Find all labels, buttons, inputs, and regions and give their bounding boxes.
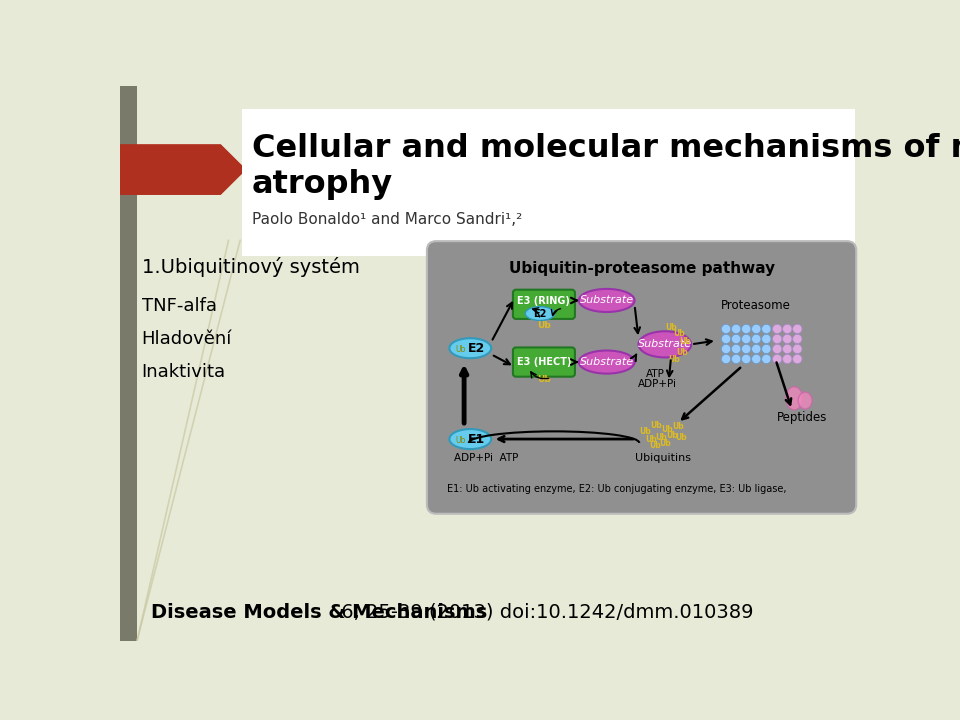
Circle shape (761, 334, 771, 343)
Text: Inaktivita: Inaktivita (142, 363, 226, 381)
Circle shape (721, 354, 731, 364)
Text: Ub: Ub (455, 345, 466, 354)
Circle shape (761, 344, 771, 354)
Circle shape (782, 354, 792, 364)
Text: Ub: Ub (679, 337, 691, 346)
Text: Ub: Ub (455, 436, 466, 445)
Circle shape (793, 354, 802, 364)
Circle shape (741, 324, 751, 333)
Text: Ub: Ub (649, 441, 660, 451)
Circle shape (761, 354, 771, 364)
Circle shape (752, 324, 761, 333)
FancyBboxPatch shape (513, 289, 575, 319)
Text: E3 (RING): E3 (RING) (517, 296, 570, 306)
Text: Peptides: Peptides (777, 411, 828, 424)
Text: Paolo Bonaldo¹ and Marco Sandri¹,²: Paolo Bonaldo¹ and Marco Sandri¹,² (252, 212, 522, 227)
Text: Ub: Ub (666, 431, 678, 441)
Circle shape (752, 344, 761, 354)
Text: Ub: Ub (659, 439, 671, 448)
Text: Ubiquitin-proteasome pathway: Ubiquitin-proteasome pathway (509, 261, 775, 276)
Ellipse shape (798, 392, 812, 409)
Circle shape (732, 324, 741, 333)
FancyBboxPatch shape (427, 241, 856, 514)
Text: Ub: Ub (675, 433, 687, 442)
Text: Ub: Ub (537, 321, 551, 330)
Circle shape (741, 354, 751, 364)
Circle shape (721, 324, 731, 333)
Circle shape (773, 324, 781, 333)
Circle shape (782, 334, 792, 343)
Text: Ub: Ub (676, 348, 687, 356)
Text: Ub: Ub (645, 435, 657, 444)
Text: Proteasome: Proteasome (721, 300, 790, 312)
FancyBboxPatch shape (513, 348, 575, 377)
Text: Ub: Ub (665, 323, 677, 332)
Circle shape (793, 334, 802, 343)
Ellipse shape (525, 307, 555, 320)
Circle shape (773, 334, 781, 343)
Text: Ub: Ub (639, 427, 651, 436)
Circle shape (782, 324, 792, 333)
Text: ADP+Pi: ADP+Pi (637, 379, 677, 390)
Circle shape (752, 354, 761, 364)
Ellipse shape (449, 338, 492, 359)
Polygon shape (120, 144, 247, 195)
Circle shape (721, 344, 731, 354)
Circle shape (752, 334, 761, 343)
Circle shape (761, 324, 771, 333)
Ellipse shape (785, 387, 803, 410)
Text: Ub: Ub (673, 329, 684, 338)
Text: Substrate: Substrate (580, 295, 634, 305)
Text: E1: E1 (468, 433, 485, 446)
Circle shape (732, 354, 741, 364)
Text: TNF-alfa: TNF-alfa (142, 297, 217, 315)
Text: Disease Models & Mechanisms: Disease Models & Mechanisms (151, 603, 488, 622)
Text: ADP+Pi  ATP: ADP+Pi ATP (454, 454, 518, 463)
Circle shape (721, 334, 731, 343)
Text: E3 (HECT): E3 (HECT) (516, 357, 571, 367)
Circle shape (741, 344, 751, 354)
Text: Cellular and molecular mechanisms of muscle: Cellular and molecular mechanisms of mus… (252, 132, 960, 163)
Circle shape (782, 344, 792, 354)
FancyBboxPatch shape (243, 109, 854, 256)
Text: Ub: Ub (672, 422, 684, 431)
Circle shape (732, 344, 741, 354)
Text: Substrate: Substrate (637, 339, 692, 349)
Ellipse shape (449, 429, 492, 449)
Circle shape (793, 324, 802, 333)
Ellipse shape (638, 331, 691, 357)
Text: 1.Ubiquitinový systém: 1.Ubiquitinový systém (142, 257, 360, 277)
FancyBboxPatch shape (120, 86, 137, 641)
Text: E2: E2 (534, 309, 547, 318)
Circle shape (773, 354, 781, 364)
Text: Ub: Ub (651, 420, 662, 430)
Circle shape (793, 344, 802, 354)
Ellipse shape (579, 289, 635, 312)
Text: Ub: Ub (668, 355, 680, 364)
Text: atrophy: atrophy (252, 168, 393, 199)
Text: Ub: Ub (537, 375, 551, 384)
Text: E2: E2 (468, 342, 485, 355)
Text: Ubiquitins: Ubiquitins (635, 453, 690, 462)
Text: Ub: Ub (655, 433, 667, 442)
Text: ATP: ATP (646, 369, 665, 379)
Circle shape (741, 334, 751, 343)
Text: 6, 25-39 (2013) doi:10.1242/dmm.010389: 6, 25-39 (2013) doi:10.1242/dmm.010389 (335, 603, 754, 622)
Circle shape (732, 334, 741, 343)
Text: Hladovění: Hladovění (142, 330, 232, 348)
Ellipse shape (579, 351, 635, 374)
Text: Ub: Ub (661, 426, 673, 434)
Text: Substrate: Substrate (580, 357, 634, 367)
Text: E1: Ub activating enzyme, E2: Ub conjugating enzyme, E3: Ub ligase,: E1: Ub activating enzyme, E2: Ub conjuga… (447, 484, 786, 494)
Circle shape (773, 344, 781, 354)
